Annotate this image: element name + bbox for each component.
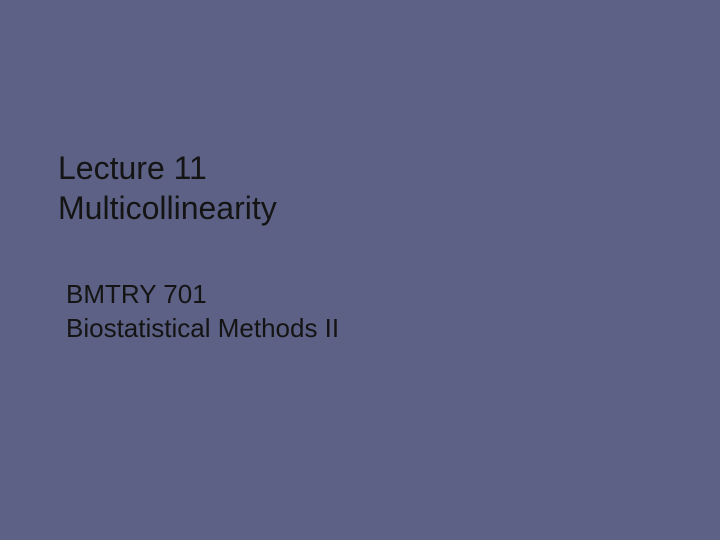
subtitle-block: BMTRY 701 Biostatistical Methods II <box>66 278 339 346</box>
slide: Lecture 11 Multicollinearity BMTRY 701 B… <box>0 0 720 540</box>
title-block: Lecture 11 Multicollinearity <box>58 148 277 228</box>
title-line-1: Lecture 11 <box>58 148 277 188</box>
subtitle-line-1: BMTRY 701 <box>66 278 339 312</box>
subtitle-line-2: Biostatistical Methods II <box>66 312 339 346</box>
title-line-2: Multicollinearity <box>58 188 277 228</box>
